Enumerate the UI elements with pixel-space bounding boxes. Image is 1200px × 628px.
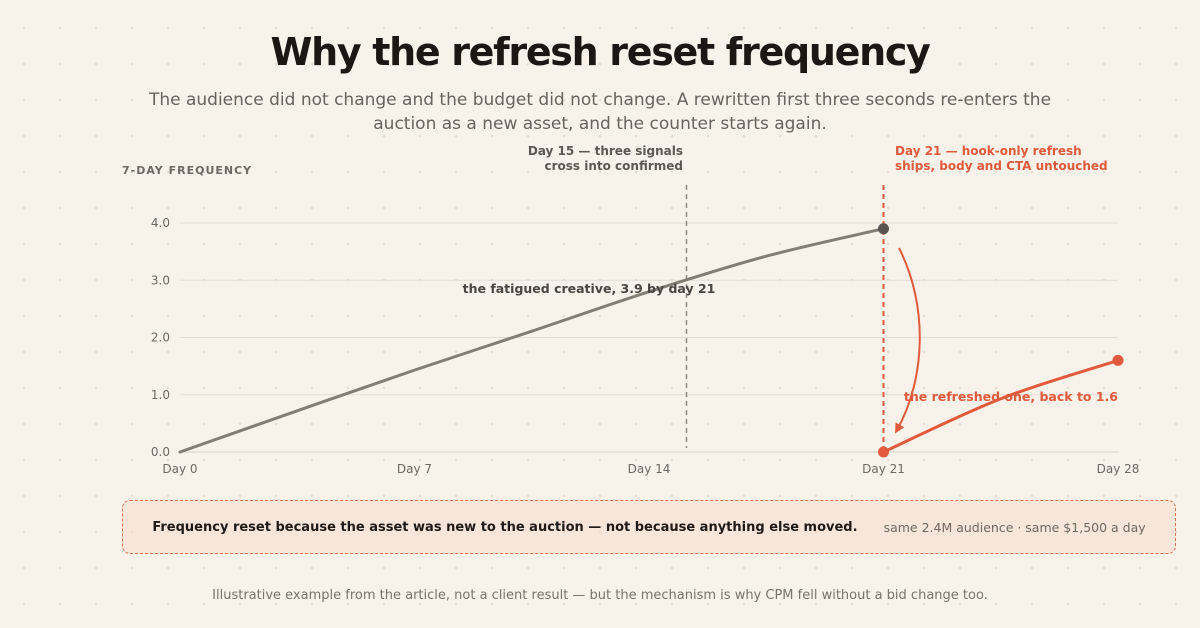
chart-subtitle: The audience did not change and the budg…	[148, 90, 1052, 134]
annotation-day21: Day 21 — hook-only refresh ships, body a…	[895, 144, 1115, 174]
fatigued-end-point	[878, 223, 889, 235]
callout-box: Frequency reset because the asset was ne…	[122, 500, 1176, 554]
axis-ticks: 0.0 1.0 2.0 3.0 4.0 Day 0 Day 7 Day 14 Day 21 Day…	[151, 216, 1139, 476]
callout-main-text: Frequency reset because the asset was ne…	[152, 519, 858, 535]
refreshed-series-label: the refreshed one, back to 1.6	[904, 389, 1118, 404]
y-tick-label: 0.0	[151, 445, 170, 459]
y-tick-label: 4.0	[151, 216, 170, 230]
refreshed-start-point	[878, 446, 889, 458]
annotation-day21-line1: Day 21 — hook-only refresh	[895, 144, 1082, 158]
x-tick-label: Day 7	[397, 462, 432, 476]
refreshed-series-line	[882, 358, 1120, 454]
reference-lines	[685, 185, 885, 452]
y-axis-label: 7-DAY FREQUENCY	[122, 164, 253, 177]
y-tick-label: 1.0	[151, 388, 170, 402]
callout-side-text: same 2.4M audience · same $1,500 a day	[883, 519, 1146, 535]
x-tick-label: Day 28	[1097, 462, 1140, 476]
y-tick-label: 2.0	[151, 331, 170, 345]
footnote: Illustrative example from the article, n…	[212, 588, 988, 603]
x-tick-label: Day 21	[862, 462, 905, 476]
grid	[180, 222, 1118, 453]
fatigued-series-line	[178, 227, 885, 454]
series	[178, 223, 1124, 458]
x-tick-label: Day 0	[162, 462, 197, 476]
annotation-day15-line2: cross into confirmed	[544, 159, 684, 173]
annotation-day21-line2: ships, body and CTA untouched	[895, 159, 1108, 173]
y-tick-label: 3.0	[151, 273, 170, 287]
x-tick-label: Day 14	[628, 462, 671, 476]
fatigued-series-label: the fatigued creative, 3.9 by day 21	[463, 281, 716, 296]
reset-arrow	[895, 247, 921, 434]
chart-title: Why the refresh reset frequency	[270, 30, 930, 74]
annotation-day15: Day 15 — three signals cross into confir…	[520, 144, 683, 174]
series-labels: the fatigued creative, 3.9 by day 21 the…	[463, 281, 1119, 404]
refreshed-end-point	[1112, 354, 1124, 366]
annotation-day15-line1: Day 15 — three signals	[527, 144, 683, 158]
